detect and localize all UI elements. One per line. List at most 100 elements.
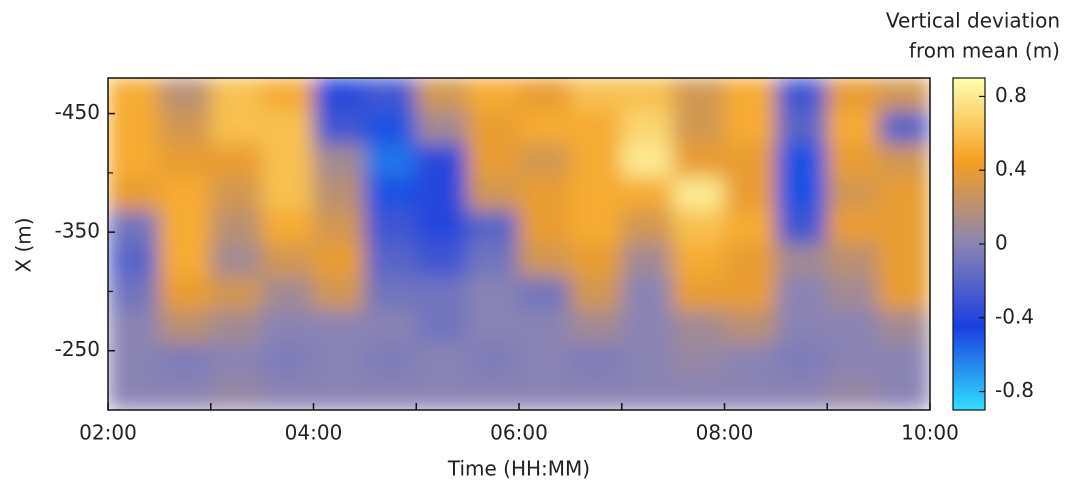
heatmap-cell <box>621 210 674 245</box>
heatmap-cell <box>108 343 160 378</box>
heatmap-cell <box>210 376 263 410</box>
heatmap-cell <box>878 343 930 378</box>
heatmap-cell <box>775 210 828 245</box>
heatmap-cell <box>415 210 469 245</box>
heatmap-cell <box>210 343 263 378</box>
heatmap-cell <box>108 143 160 179</box>
heatmap-cell <box>621 143 674 179</box>
heatmap-cell <box>621 343 674 378</box>
heatmap-cell <box>724 276 777 311</box>
heatmap-cell <box>313 210 366 245</box>
heatmap-cell <box>672 243 725 278</box>
heatmap-cell <box>569 110 623 145</box>
heatmap-cell <box>158 78 212 112</box>
heatmap-cell <box>261 78 314 112</box>
heatmap-cell <box>415 309 469 345</box>
heatmap-cell <box>158 210 212 245</box>
heatmap-cell <box>518 110 571 145</box>
heatmap-cell <box>621 376 674 410</box>
heatmap-cell <box>826 177 880 212</box>
heatmap-cell <box>467 177 520 212</box>
heatmap-cell <box>518 343 571 378</box>
heatmap-cell <box>364 343 417 378</box>
heatmap-cell <box>724 343 777 378</box>
heatmap-cell <box>826 343 880 378</box>
colorbar-tick-label: 0.8 <box>995 83 1027 107</box>
heatmap-cell <box>158 143 212 179</box>
heatmap-cell <box>108 243 160 278</box>
heatmap-cell <box>518 143 571 179</box>
heatmap-cell <box>621 177 674 212</box>
heatmap-cell <box>261 243 314 278</box>
heatmap-cell <box>108 78 160 112</box>
heatmap-cell <box>313 243 366 278</box>
heatmap-cell <box>364 243 417 278</box>
heatmap-cell <box>878 243 930 278</box>
heatmap-cell <box>878 276 930 311</box>
heatmap-cell <box>158 276 212 311</box>
heatmap-cell <box>724 143 777 179</box>
heatmap-cell <box>467 143 520 179</box>
heatmap-cell <box>467 78 520 112</box>
y-tick-label: -350 <box>55 219 100 243</box>
heatmap-cell <box>724 309 777 345</box>
heatmap-cell <box>724 110 777 145</box>
heatmap-cell <box>158 243 212 278</box>
heatmap-cell <box>518 376 571 410</box>
heatmap-cell <box>467 110 520 145</box>
heatmap-cell <box>672 177 725 212</box>
x-tick-label: 04:00 <box>285 421 343 445</box>
heatmap-cell <box>313 276 366 311</box>
colorbar-tick-label: -0.4 <box>995 304 1034 328</box>
heatmap-cell <box>313 309 366 345</box>
heatmap-cell <box>108 376 160 410</box>
heatmap-cell <box>313 376 366 410</box>
heatmap-cell <box>261 177 314 212</box>
heatmap-cell <box>108 210 160 245</box>
heatmap-cell <box>261 110 314 145</box>
heatmap-cell <box>878 78 930 112</box>
heatmap-cell <box>364 78 417 112</box>
heatmap-cell <box>569 78 623 112</box>
heatmap-cell <box>210 78 263 112</box>
heatmap-cell <box>158 376 212 410</box>
heatmap-cell <box>775 143 828 179</box>
heatmap-cell <box>467 243 520 278</box>
heatmap-cell <box>210 243 263 278</box>
heatmap-cell <box>261 210 314 245</box>
heatmap-cell <box>518 309 571 345</box>
heatmap-cell <box>826 110 880 145</box>
heatmap-cell <box>826 78 880 112</box>
heatmap-cell <box>518 177 571 212</box>
heatmap-cell <box>518 78 571 112</box>
heatmap-cell <box>775 276 828 311</box>
y-tick-label: -450 <box>55 100 100 124</box>
heatmap-cell <box>108 309 160 345</box>
heatmap-cell <box>878 210 930 245</box>
heatmap-cell <box>621 243 674 278</box>
heatmap-cell <box>210 210 263 245</box>
heatmap-cell <box>210 143 263 179</box>
heatmap-cell <box>826 143 880 179</box>
heatmap-cell <box>878 143 930 179</box>
colorbar-tick-label: 0.4 <box>995 157 1027 181</box>
heatmap-cell <box>261 309 314 345</box>
heatmap-cell <box>724 243 777 278</box>
heatmap-cell <box>569 143 623 179</box>
heatmap-cell <box>826 210 880 245</box>
heatmap-cell <box>415 376 469 410</box>
heatmap-cell <box>415 78 469 112</box>
heatmap-cell <box>621 78 674 112</box>
heatmap-cell <box>775 243 828 278</box>
heatmap-cell <box>261 376 314 410</box>
heatmap-cell <box>775 110 828 145</box>
heatmap-cell <box>467 343 520 378</box>
heatmap-cell <box>364 276 417 311</box>
heatmap-cell <box>724 78 777 112</box>
heatmap-cell <box>415 243 469 278</box>
heatmap-cell <box>672 309 725 345</box>
heatmap-cell <box>261 276 314 311</box>
heatmap-cell <box>210 177 263 212</box>
heatmap-cell <box>108 110 160 145</box>
